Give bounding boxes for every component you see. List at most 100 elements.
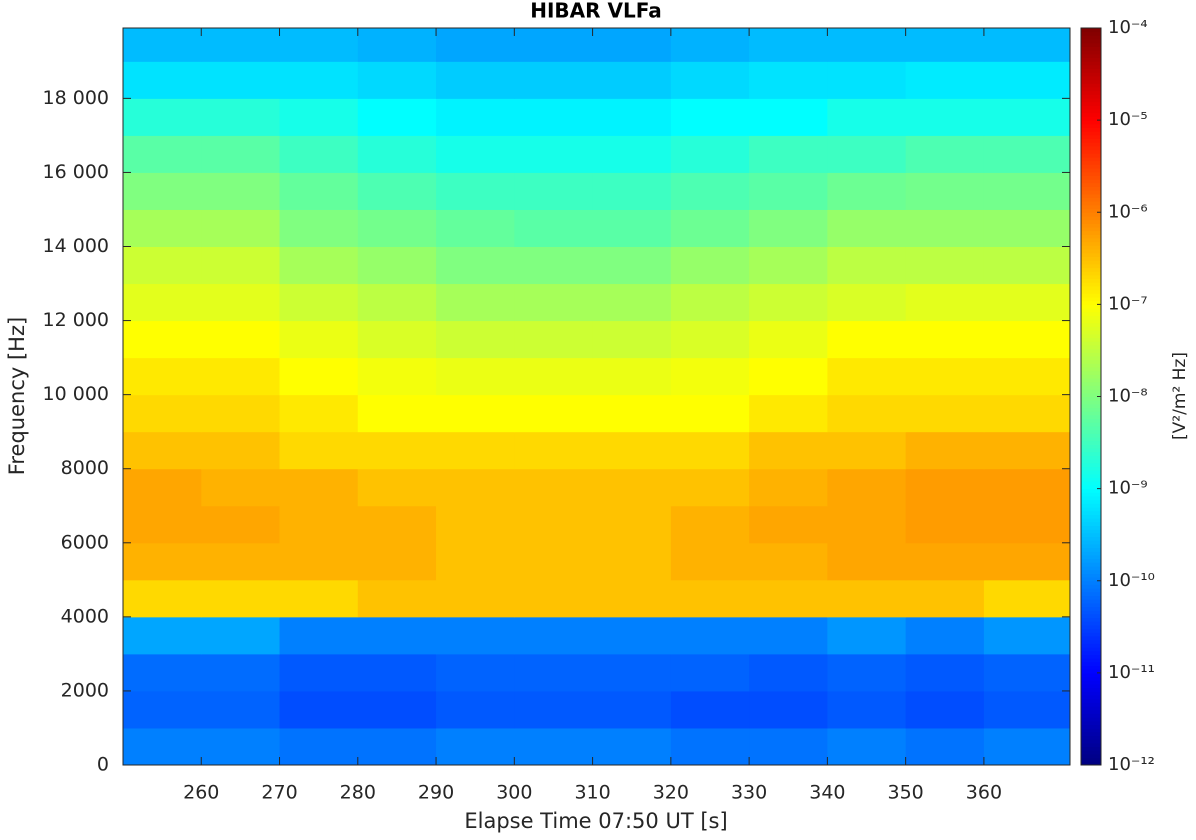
x-tick-label: 350	[888, 782, 924, 804]
colorbar-swatch	[1081, 171, 1101, 176]
colorbar-swatch	[1081, 540, 1101, 545]
cell	[983, 320, 1071, 359]
colorbar-swatch	[1081, 186, 1101, 191]
colorbar-swatch	[1081, 591, 1101, 596]
colorbar-swatch	[1081, 654, 1101, 659]
cell	[357, 172, 437, 210]
cell	[357, 616, 437, 655]
colorbar-swatch	[1081, 149, 1101, 154]
colorbar-swatch	[1081, 566, 1101, 571]
colorbar-swatch	[1081, 35, 1101, 40]
cell	[514, 209, 594, 248]
colorbar-swatch	[1081, 713, 1101, 718]
x-axis-label: Elapse Time 07:50 UT [s]	[464, 809, 727, 833]
cell	[514, 690, 594, 729]
heatmap	[123, 28, 1071, 766]
colorbar-swatch	[1081, 720, 1101, 725]
cell	[749, 542, 828, 581]
cell	[436, 505, 515, 544]
cell	[827, 653, 907, 692]
cell	[670, 727, 750, 766]
cell	[123, 135, 202, 173]
cell	[123, 579, 202, 618]
colorbar-swatch	[1081, 28, 1101, 33]
colorbar-swatch	[1081, 289, 1101, 294]
colorbar-swatch	[1081, 617, 1101, 622]
colorbar-swatch	[1081, 595, 1101, 600]
colorbar-swatch	[1081, 411, 1101, 416]
colorbar-swatch	[1081, 252, 1101, 257]
cell	[357, 468, 437, 507]
colorbar-swatch	[1081, 437, 1101, 442]
cell	[514, 653, 594, 692]
cell	[905, 542, 985, 581]
cell	[670, 61, 750, 99]
cell	[279, 727, 359, 766]
cell	[514, 357, 594, 396]
colorbar-swatch	[1081, 245, 1101, 250]
cell	[279, 135, 359, 173]
cell	[436, 690, 515, 729]
x-tick-label: 270	[261, 782, 297, 804]
colorbar-swatch	[1081, 621, 1101, 626]
cell	[827, 61, 907, 99]
cell	[749, 28, 828, 62]
cell	[983, 616, 1071, 655]
cell	[279, 209, 359, 248]
cell	[983, 727, 1071, 766]
x-tick-label: 260	[183, 782, 219, 804]
colorbar-swatch	[1081, 160, 1101, 165]
cell	[436, 431, 515, 470]
colorbar-swatch	[1081, 215, 1101, 221]
colorbar-swatch	[1081, 352, 1101, 357]
colorbar-swatch	[1081, 226, 1101, 232]
cell	[201, 727, 281, 766]
cell	[279, 246, 359, 285]
cell	[436, 246, 515, 285]
colorbar-swatch	[1081, 407, 1101, 412]
colorbar-swatch	[1081, 647, 1101, 652]
colorbar-swatch	[1081, 197, 1101, 202]
colorbar-swatch	[1081, 249, 1101, 254]
colorbar-swatch	[1081, 75, 1101, 81]
cell	[436, 542, 515, 581]
x-tick-label: 360	[966, 782, 1002, 804]
cell	[279, 61, 359, 99]
colorbar-swatch	[1081, 212, 1101, 217]
y-tick-label: 14 000	[43, 235, 109, 257]
colorbar-swatch	[1081, 694, 1101, 700]
cell	[357, 653, 437, 692]
cell	[983, 579, 1071, 618]
cell	[123, 542, 202, 581]
cell	[749, 209, 828, 248]
cell	[201, 283, 281, 322]
colorbar-swatch	[1081, 326, 1101, 331]
colorbar-swatch	[1081, 728, 1101, 733]
cell	[201, 653, 281, 692]
colorbar-swatch	[1081, 311, 1101, 316]
colorbar-swatch	[1081, 61, 1101, 66]
cell	[279, 468, 359, 507]
cell	[592, 505, 672, 544]
colorbar-swatch	[1081, 425, 1101, 431]
cell	[749, 579, 828, 618]
colorbar-swatch	[1081, 355, 1101, 361]
colorbar-tick-label: 10⁻¹⁰	[1108, 570, 1155, 591]
colorbar-swatch	[1081, 691, 1101, 696]
colorbar-swatch	[1081, 448, 1101, 453]
colorbar-tick-label: 10⁻⁴	[1108, 17, 1148, 38]
chart-title: HIBAR VLFa	[530, 0, 661, 23]
cell	[592, 98, 672, 136]
cell	[983, 246, 1071, 285]
cell	[670, 431, 750, 470]
colorbar-swatch	[1081, 204, 1101, 210]
cell	[436, 357, 515, 396]
colorbar-swatch	[1081, 230, 1101, 235]
colorbar-swatch	[1081, 414, 1101, 420]
cell	[514, 283, 594, 322]
colorbar-swatch	[1081, 308, 1101, 313]
colorbar-swatch	[1081, 573, 1101, 578]
colorbar-swatch	[1081, 532, 1101, 538]
colorbar-swatch	[1081, 238, 1101, 243]
